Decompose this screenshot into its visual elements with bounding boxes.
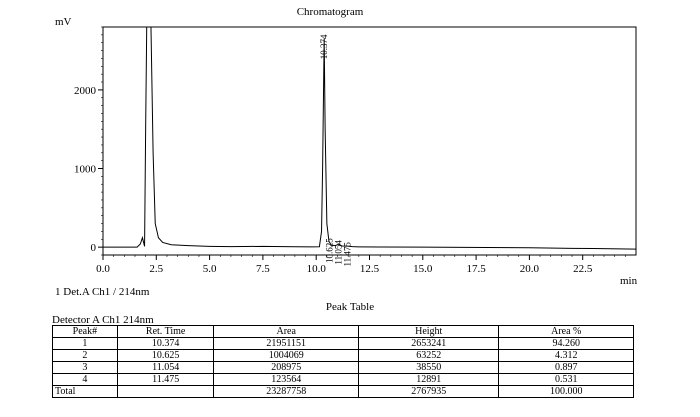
plot-frame	[102, 26, 637, 256]
y-tick-label: 2000	[74, 85, 97, 97]
table-row: 3 11.054 208975 38550 0.897	[52, 361, 634, 374]
cell-area: 21951151	[213, 337, 359, 350]
cell-area-pct: 0.531	[498, 373, 634, 386]
x-tick-label: 10.0	[307, 263, 327, 275]
x-axis: 0.0 2.5 5.0 7.5 10.0 12.5 15.0 17.5 20.0 22.5	[96, 255, 626, 275]
peak-label: 11.475	[343, 242, 353, 267]
x-tick-label: 15.0	[413, 263, 433, 275]
x-tick-label: 12.5	[360, 263, 380, 275]
cell-area: 123564	[213, 373, 359, 386]
y-tick-label: 0	[91, 242, 97, 254]
cell-peak: 2	[52, 349, 118, 362]
cell-peak: 3	[52, 361, 118, 374]
peak-table-detector: Detector A Ch1 214nm	[52, 314, 154, 326]
cell-area-pct: 94.260	[498, 337, 634, 350]
x-tick-label: 17.5	[466, 263, 486, 275]
cell-total-ret-time	[116, 385, 215, 398]
peak-label: 10.374	[319, 34, 329, 59]
cell-ret-time: 10.374	[116, 337, 215, 350]
table-header-row: Peak# Ret. Time Area Height Area %	[52, 325, 634, 338]
table-total-row: Total 23287758 2767935 100.000	[52, 385, 634, 398]
detector-label: 1 Det.A Ch1 / 214nm	[55, 286, 150, 298]
peak-table-title: Peak Table	[325, 301, 375, 313]
cell-area: 1004069	[213, 349, 359, 362]
header-peak: Peak#	[52, 325, 118, 338]
x-tick-label: 20.0	[520, 263, 540, 275]
cell-peak: 4	[52, 373, 118, 386]
chromatogram-trace	[103, 27, 636, 250]
cell-total-area: 23287758	[213, 385, 359, 398]
x-tick-label: 0.0	[96, 263, 110, 275]
cell-height: 38550	[357, 361, 500, 374]
x-tick-label: 2.5	[149, 263, 163, 275]
peak-table: Peak# Ret. Time Area Height Area % 1 10.…	[52, 325, 634, 398]
cell-area: 208975	[213, 361, 359, 374]
cell-total-height: 2767935	[357, 385, 500, 398]
table-row: 2 10.625 1004069 63252 4.312	[52, 349, 634, 362]
header-height: Height	[357, 325, 500, 338]
y-axis: 0 1000 2000	[74, 26, 103, 256]
x-tick-label: 7.5	[256, 263, 270, 275]
cell-ret-time: 11.475	[116, 373, 215, 386]
chromatogram-chart: Chromatogram mV min 0 1000 2000 0.0 2.5 5.0 7…	[55, 6, 638, 287]
header-ret-time: Ret. Time	[116, 325, 215, 338]
cell-peak: 1	[52, 337, 118, 350]
x-axis-label: min	[620, 275, 638, 287]
series-layer	[103, 27, 636, 250]
y-axis-label: mV	[55, 16, 72, 28]
header-area-pct: Area %	[498, 325, 634, 338]
cell-height: 2653241	[357, 337, 500, 350]
cell-total-label: Total	[52, 385, 118, 398]
peak-label: 10.625	[325, 238, 335, 263]
cell-area-pct: 4.312	[498, 349, 634, 362]
x-tick-label: 22.5	[573, 263, 593, 275]
cell-ret-time: 10.625	[116, 349, 215, 362]
cell-area-pct: 0.897	[498, 361, 634, 374]
table-row: 4 11.475 123564 12891 0.531	[52, 373, 634, 386]
cell-height: 63252	[357, 349, 500, 362]
y-tick-label: 1000	[74, 164, 97, 176]
chart-title: Chromatogram	[297, 6, 364, 18]
peak-label: 11.054	[334, 240, 344, 265]
cell-total-area-pct: 100.000	[498, 385, 634, 398]
cell-height: 12891	[357, 373, 500, 386]
header-area: Area	[213, 325, 359, 338]
cell-ret-time: 11.054	[116, 361, 215, 374]
x-tick-label: 5.0	[203, 263, 217, 275]
table-row: 1 10.374 21951151 2653241 94.260	[52, 337, 634, 350]
